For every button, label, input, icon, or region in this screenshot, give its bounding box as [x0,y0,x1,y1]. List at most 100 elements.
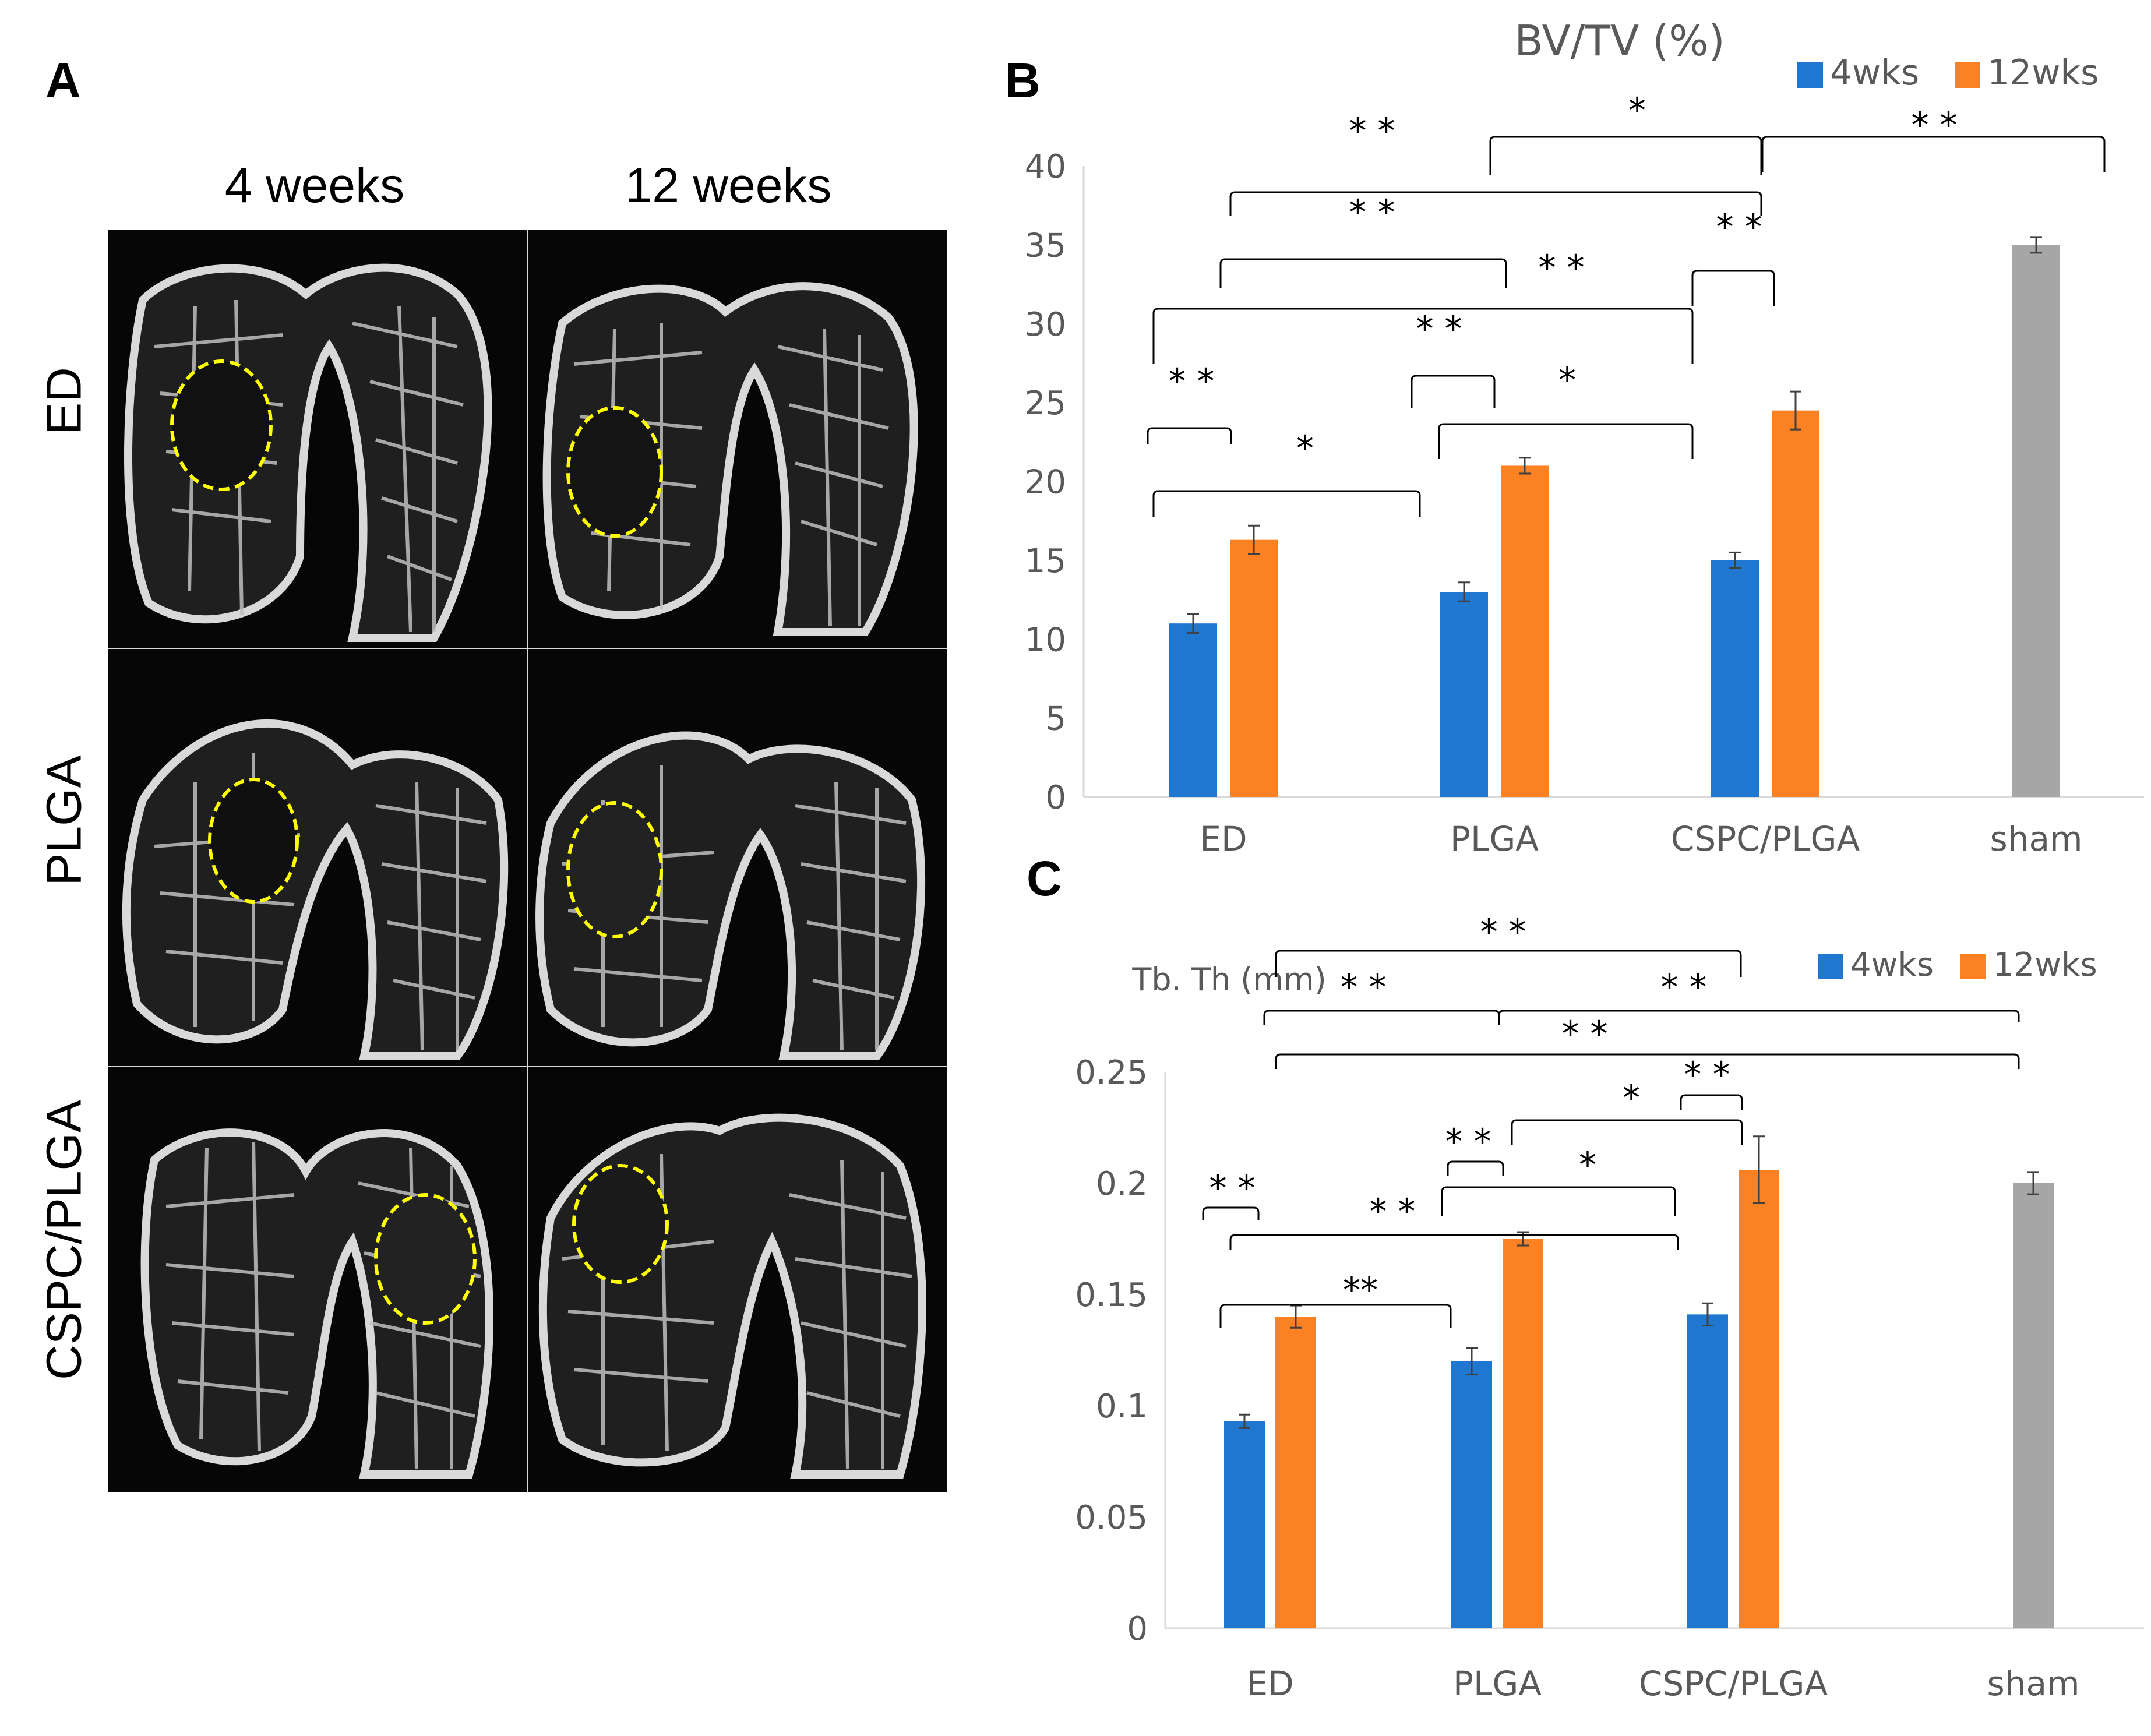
significance-marker: * [1579,1145,1596,1185]
x-category-label: ED [1246,1664,1293,1703]
column-label-12-weeks: 12 weeks [625,158,832,213]
significance-marker: * * [1684,1054,1730,1095]
defect-highlight-ellipse [208,778,299,904]
y-tick-label: 40 [1025,148,1066,186]
bar-12wks-plga [1501,465,1549,797]
y-tick-label: 0.1 [1096,1388,1148,1426]
y-tick-label: 5 [1045,700,1066,738]
legend-swatch-12wks [1960,954,1986,979]
significance-marker: * * [1716,207,1762,248]
significance-bracket [1489,136,1762,175]
bone-cross-section-graphic [542,282,918,636]
significance-marker: * * [1911,105,1957,146]
legend-label-4wks: 4wks [1830,52,1919,93]
row-label-cspc-plga: CSPC/PLGA [36,1100,91,1380]
x-category-label: sham [1990,819,2082,859]
defect-highlight-ellipse [170,359,273,491]
x-category-label: sham [1987,1664,2079,1703]
bar-sham-sham [2013,1183,2054,1628]
significance-bracket [1761,136,2106,172]
significance-marker: * * [1416,309,1462,350]
y-tick-label: 0.2 [1096,1165,1148,1203]
scan-grid-divider [108,1066,947,1067]
defect-highlight-ellipse [572,1164,669,1284]
x-category-label: ED [1200,819,1247,859]
legend-label-12wks: 12wks [1993,946,2097,984]
bar-12wks-cspc-plga [1772,410,1819,797]
y-tick-label: 0.15 [1075,1276,1148,1314]
significance-bracket [1691,270,1775,306]
y-tick-label: 20 [1025,464,1066,502]
significance-bracket [1275,1053,2020,1069]
y-tick-label: 0.25 [1075,1054,1148,1092]
x-category-label: CSPC/PLGA [1639,1664,1828,1703]
chart-title: BV/TV (%) [1514,16,1725,65]
bar-12wks-ed [1275,1317,1316,1628]
x-category-label: CSPC/PLGA [1671,819,1860,859]
significance-bracket [1438,423,1694,459]
chart-title: Tb. Th (mm) [1131,961,1326,998]
y-tick-label: 25 [1025,384,1066,422]
significance-marker: * [1296,428,1314,469]
significance-bracket [1219,1304,1452,1328]
row-label-ed: ED [36,367,91,435]
bar-4wks-ed [1224,1421,1265,1628]
x-category-label: PLGA [1453,1664,1542,1703]
microct-scan-plga-12-weeks [527,648,947,1067]
panel-a-letter: A [45,53,81,108]
bone-cross-section-graphic [124,263,492,642]
bone-cross-section-graphic [538,1113,926,1479]
significance-bracket [1229,1234,1679,1250]
significance-bracket [1219,258,1507,288]
legend-label-12wks: 12wks [1987,52,2099,93]
bar-4wks-plga [1451,1361,1492,1628]
significance-marker: * * [1538,248,1584,288]
bar-4wks-ed [1169,623,1217,797]
significance-bracket [1680,1094,1743,1110]
y-tick-label: 15 [1025,542,1066,580]
significance-bracket [1511,1119,1743,1145]
y-tick-label: 0.05 [1075,1499,1148,1537]
significance-marker: * * [1445,1121,1491,1162]
microct-scan-cspc-plga-12-weeks [527,1067,947,1492]
bar-4wks-cspc-plga [1687,1314,1728,1628]
significance-bracket [1152,490,1421,517]
panel-b-letter: B [1005,53,1041,108]
significance-bracket [1147,427,1232,444]
significance-marker: * * [1349,192,1395,233]
chart-c-tb-th: Tb. Th (mm) 4wks 12wks 0 0.05 0.1 0.15 0.2 0.25 E… [1075,912,2144,1703]
bone-cross-section-graphic [535,731,926,1060]
bar-4wks-plga [1440,592,1488,797]
significance-marker: * * [1209,1168,1255,1209]
significance-bracket [1229,191,1762,216]
significance-marker: * * [1340,967,1386,1008]
bar-12wks-ed [1230,539,1278,797]
significance-marker: * * [1561,1014,1607,1054]
y-tick-label: 10 [1025,621,1066,659]
significance-bracket [1275,950,1742,977]
significance-marker: * [1558,360,1576,401]
bone-cross-section-graphic [122,719,509,1060]
significance-bracket [1152,308,1694,364]
legend-label-4wks: 4wks [1850,946,1934,984]
bone-cross-section-graphic [140,1128,493,1479]
y-tick-label: 0 [1127,1610,1148,1648]
row-label-plga: PLGA [36,755,91,886]
column-label-4-weeks: 4 weeks [224,158,405,213]
significance-bracket [1202,1206,1260,1220]
defect-highlight-ellipse [374,1193,477,1325]
significance-marker: * * [1349,111,1395,151]
significance-marker: * * [1369,1191,1415,1232]
significance-marker: * * [1660,967,1706,1008]
y-tick-label: 30 [1025,306,1066,344]
bar-12wks-cspc-plga [1739,1170,1779,1628]
significance-bracket [1498,1010,2020,1022]
legend-swatch-4wks [1818,954,1843,979]
bar-4wks-cspc-plga [1711,560,1759,797]
bar-sham-sham [2012,245,2060,797]
scan-grid-divider [108,648,947,649]
significance-marker: * [1623,1078,1640,1118]
significance-bracket [1263,1010,1500,1025]
microct-scan-cspc-plga-4-weeks [108,1067,527,1492]
